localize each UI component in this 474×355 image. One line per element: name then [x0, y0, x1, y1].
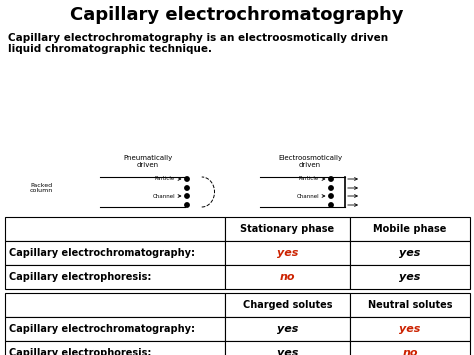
Bar — [225, 265, 350, 289]
Text: Capillary electrophoresis:: Capillary electrophoresis: — [9, 272, 151, 282]
Bar — [225, 293, 350, 317]
Text: Channel: Channel — [152, 193, 175, 198]
Text: Packed
column: Packed column — [30, 182, 53, 193]
Text: Mobile phase: Mobile phase — [374, 224, 447, 234]
Text: Pneumatically
driven: Pneumatically driven — [123, 155, 173, 168]
Text: Capillary electrochromatography:: Capillary electrochromatography: — [9, 248, 195, 258]
Text: liquid chromatographic technique.: liquid chromatographic technique. — [8, 44, 212, 54]
Text: yes: yes — [399, 272, 421, 282]
Circle shape — [185, 203, 189, 207]
Text: Capillary electrochromatography: Capillary electrochromatography — [70, 6, 404, 24]
Text: yes: yes — [277, 248, 298, 258]
Bar — [225, 341, 350, 355]
Bar — [350, 217, 470, 241]
Bar — [225, 317, 350, 341]
Circle shape — [185, 186, 189, 190]
Bar — [5, 317, 225, 341]
Circle shape — [329, 203, 333, 207]
Text: Capillary electrophoresis:: Capillary electrophoresis: — [9, 348, 151, 355]
Text: yes: yes — [399, 324, 421, 334]
Bar — [350, 241, 470, 265]
Bar — [5, 293, 225, 317]
Text: Capillary electrochromatography is an electroosmotically driven: Capillary electrochromatography is an el… — [8, 33, 388, 43]
Text: Particle: Particle — [299, 176, 319, 181]
Bar — [225, 217, 350, 241]
Bar — [225, 241, 350, 265]
Circle shape — [329, 177, 333, 181]
Bar — [5, 265, 225, 289]
Bar — [350, 293, 470, 317]
Text: Stationary phase: Stationary phase — [240, 224, 335, 234]
Text: Electroosmotically
driven: Electroosmotically driven — [278, 155, 342, 168]
Bar — [350, 317, 470, 341]
Text: Capillary electrochromatography:: Capillary electrochromatography: — [9, 324, 195, 334]
Text: no: no — [402, 348, 418, 355]
Text: yes: yes — [399, 248, 421, 258]
Text: Charged solutes: Charged solutes — [243, 300, 332, 310]
Bar — [5, 341, 225, 355]
Text: yes: yes — [277, 324, 298, 334]
Bar — [350, 265, 470, 289]
Circle shape — [329, 186, 333, 190]
Text: no: no — [280, 272, 295, 282]
Bar — [350, 341, 470, 355]
Bar — [5, 241, 225, 265]
Bar — [5, 217, 225, 241]
Circle shape — [329, 194, 333, 198]
Text: Particle: Particle — [155, 176, 175, 181]
Text: yes: yes — [277, 348, 298, 355]
Circle shape — [185, 194, 189, 198]
Text: Channel: Channel — [296, 193, 319, 198]
Text: Neutral solutes: Neutral solutes — [368, 300, 452, 310]
Circle shape — [185, 177, 189, 181]
